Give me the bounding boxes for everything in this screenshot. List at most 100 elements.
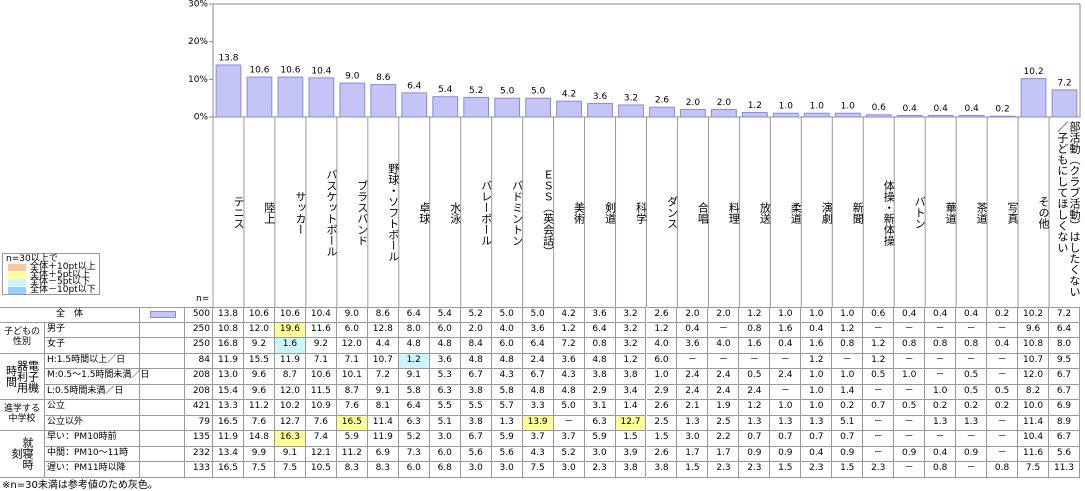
table-cell: 11.3 [1049,462,1080,478]
table-cell: 2.2 [708,431,740,447]
value-label: 2.0 [686,98,701,108]
table-cell: 4.8 [429,338,461,354]
value-label: 5.0 [531,87,546,97]
row-label: H:1.5時間以上／日 [45,353,140,369]
table-cell: － [925,353,957,369]
table-cell: 6.7 [522,369,554,385]
table-cell: 5.1 [429,415,461,431]
table-cell: 0.4 [677,322,709,338]
table-cell: 7.6 [243,415,275,431]
table-cell: 7.6 [336,400,368,416]
table-cell: 1.3 [770,415,802,431]
category-label: 新聞 [851,201,865,224]
group-label: 子どもの性別 [0,322,45,354]
category-label: 美術 [572,201,586,224]
table-cell: 1.5 [646,431,678,447]
value-label: 10.2 [1024,67,1044,77]
table-cell: 15.4 [213,384,244,400]
table-cell: 1.0 [832,307,864,323]
table-cell: 12.0 [336,338,368,354]
n-cell: 84 [185,353,213,369]
table-cell: 1.3 [956,415,988,431]
table-cell: 1.2 [646,322,678,338]
table-cell: 1.5 [615,431,647,447]
table-cell: 5.6 [1049,446,1080,462]
table-cell: 11.6 [305,322,337,338]
table-cell: 9.2 [243,338,275,354]
table-cell: 5.5 [429,400,461,416]
table-cell: 5.6 [491,446,523,462]
table-cell: 2.6 [646,307,678,323]
table-cell: 0.8 [894,338,926,354]
bar [587,102,613,118]
table-cell: 8.7 [274,369,306,385]
table-cell: 2.3 [708,462,740,478]
table-cell: 6.3 [584,415,616,431]
table-cell: 1.6 [801,338,833,354]
table-cell: 2.0 [708,307,740,323]
table-cell: 19.6 [274,322,306,338]
table-cell: － [925,431,957,447]
table-cell: 0.4 [925,446,957,462]
row-spacer [140,462,185,478]
table-cell: 6.0 [491,338,523,354]
n-cell: 133 [185,462,213,478]
table-cell: 2.1 [677,400,709,416]
table-cell: 10.4 [1018,431,1050,447]
table-cell: 10.6 [305,369,337,385]
table-cell: － [894,415,926,431]
table-cell: 10.7 [367,353,399,369]
table-cell: 5.2 [553,446,585,462]
table-cell: 1.0 [770,400,802,416]
table-cell: － [987,431,1019,447]
bar [339,82,366,118]
table-cell: 0.8 [925,462,957,478]
table-cell: 1.0 [801,400,833,416]
table-cell: 10.5 [305,462,337,478]
table-cell: 1.2 [832,322,864,338]
table-cell: 8.3 [336,462,368,478]
table-cell: 7.5 [243,462,275,478]
table-cell: 1.0 [801,384,833,400]
row-spacer [140,415,185,431]
table-cell: 5.2 [398,431,430,447]
group-label: 進学する中学校 [0,400,45,431]
value-label: 3.2 [624,93,638,103]
table-cell: 3.8 [646,462,678,478]
table-cell: 0.5 [956,384,988,400]
table-cell: 8.1 [367,400,399,416]
table-cell: － [987,415,1019,431]
category-label: 体操・新体操 [882,179,896,246]
n-cell: 250 [185,338,213,354]
table-cell: 6.0 [398,462,430,478]
table-cell: 16.3 [274,431,306,447]
value-label: 1.0 [779,102,794,112]
table-cell: 6.4 [398,307,430,323]
table-cell: 2.4 [708,384,740,400]
category-label: ダンス [665,196,679,229]
table-cell: 4.0 [491,322,523,338]
table-cell: 0.8 [584,338,616,354]
table-cell: 3.0 [584,446,616,462]
bar [927,114,954,118]
row-label: 女子 [45,338,140,354]
table-cell: 13.4 [213,446,244,462]
category-label: 部活動（クラブ活動）はしたくない／子どもにしてほしくない [1055,121,1081,297]
value-label: 5.0 [500,87,515,97]
group-label: 就寝時刻 [0,431,45,478]
legend-label: 全体－5pt以下 [30,277,90,287]
table-cell: 0.6 [863,307,895,323]
value-label: 8.6 [376,73,391,83]
table-cell: 1.3 [925,415,957,431]
table-cell: 5.6 [460,446,492,462]
category-label: 卓球 [417,201,431,224]
table-cell: 10.4 [305,307,337,323]
table-cell: 0.4 [770,338,802,354]
table-cell: 1.2 [739,400,771,416]
table-cell: － [956,431,988,447]
value-label: 0.4 [964,104,979,114]
value-label: 9.0 [345,72,360,82]
row-label: L:0.5時間未満／日 [45,384,140,400]
table-cell: 1.5 [770,462,802,478]
table-cell: － [863,322,895,338]
